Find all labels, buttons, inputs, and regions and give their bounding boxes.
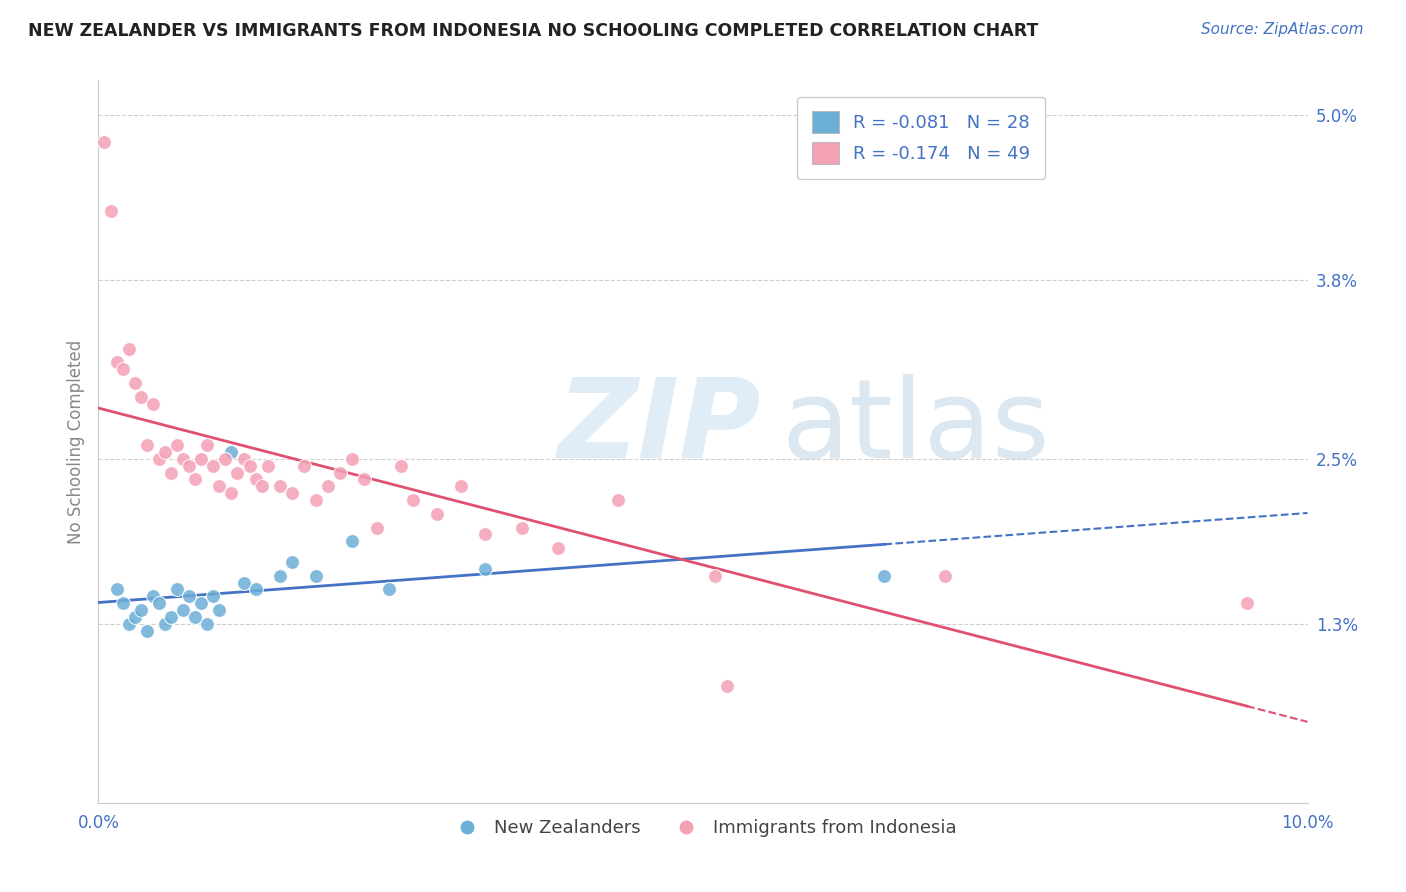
Point (292, 458, 315, 473)
Point (160, 610, 183, 624)
Point (474, 562, 496, 576)
Point (426, 507, 449, 521)
Point (160, 466, 183, 480)
Point (118, 342, 141, 356)
Point (510, 520, 533, 534)
Point (148, 596, 170, 610)
Point (166, 582, 188, 597)
Point (281, 555, 304, 569)
Point (873, 568, 896, 582)
Point (172, 603, 194, 617)
Point (547, 541, 569, 556)
Point (105, 355, 128, 369)
Point (256, 458, 278, 473)
Point (93, 135, 115, 149)
Point (208, 603, 231, 617)
Point (172, 451, 194, 466)
Point (184, 472, 207, 486)
Point (474, 527, 496, 541)
Point (342, 451, 364, 466)
Point (166, 438, 188, 452)
Point (329, 466, 352, 480)
Legend: New Zealanders, Immigrants from Indonesia: New Zealanders, Immigrants from Indonesi… (441, 812, 965, 845)
Point (142, 590, 165, 604)
Text: ZIP: ZIP (558, 374, 762, 481)
Point (377, 582, 399, 597)
Point (153, 445, 176, 459)
Point (232, 575, 254, 590)
Point (232, 451, 254, 466)
Point (129, 390, 152, 404)
Point (111, 596, 134, 610)
Point (716, 679, 738, 693)
Point (305, 493, 328, 508)
Point (129, 603, 152, 617)
Point (245, 582, 267, 597)
Point (195, 616, 218, 631)
Point (269, 479, 291, 493)
Point (934, 568, 956, 582)
Point (124, 376, 146, 390)
Point (450, 479, 472, 493)
Point (124, 610, 146, 624)
Point (111, 362, 134, 376)
Point (389, 458, 412, 473)
Point (190, 596, 212, 610)
Point (214, 451, 236, 466)
Point (226, 466, 249, 480)
Point (179, 458, 201, 473)
Y-axis label: No Schooling Completed: No Schooling Completed (66, 340, 84, 543)
Point (184, 610, 207, 624)
Point (208, 479, 231, 493)
Point (148, 451, 170, 466)
Point (281, 486, 304, 500)
Point (153, 616, 176, 631)
Point (353, 472, 375, 486)
Point (221, 445, 243, 459)
Point (142, 397, 165, 411)
Text: NEW ZEALANDER VS IMMIGRANTS FROM INDONESIA NO SCHOOLING COMPLETED CORRELATION CH: NEW ZEALANDER VS IMMIGRANTS FROM INDONES… (28, 22, 1039, 40)
Point (704, 568, 727, 582)
Point (250, 479, 273, 493)
Point (316, 479, 339, 493)
Point (179, 590, 201, 604)
Point (269, 568, 291, 582)
Point (1236, 596, 1258, 610)
Point (305, 568, 328, 582)
Point (118, 616, 141, 631)
Point (221, 486, 243, 500)
Point (239, 458, 262, 473)
Point (202, 590, 225, 604)
Point (245, 472, 267, 486)
Point (190, 451, 212, 466)
Text: atlas: atlas (782, 374, 1050, 481)
Point (342, 534, 364, 549)
Text: Source: ZipAtlas.com: Source: ZipAtlas.com (1201, 22, 1364, 37)
Point (135, 438, 157, 452)
Point (202, 458, 225, 473)
Point (135, 624, 157, 638)
Point (402, 493, 425, 508)
Point (100, 204, 122, 219)
Point (195, 438, 218, 452)
Point (366, 520, 388, 534)
Point (105, 582, 128, 597)
Point (607, 493, 630, 508)
